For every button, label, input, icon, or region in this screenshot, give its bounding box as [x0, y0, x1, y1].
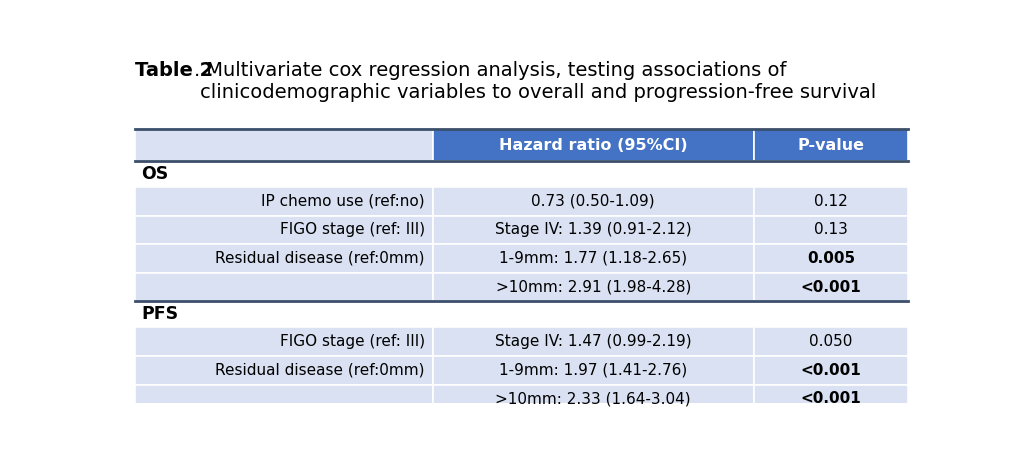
Text: >10mm: 2.33 (1.64-3.04): >10mm: 2.33 (1.64-3.04) — [496, 391, 691, 406]
Bar — [135, 244, 433, 273]
Text: <0.001: <0.001 — [800, 363, 861, 378]
Text: FIGO stage (ref: III): FIGO stage (ref: III) — [280, 334, 425, 349]
Bar — [135, 301, 433, 328]
Bar — [135, 130, 433, 161]
Bar — [135, 161, 433, 187]
Bar — [753, 356, 908, 385]
Text: 0.12: 0.12 — [814, 194, 848, 209]
Text: 0.050: 0.050 — [809, 334, 853, 349]
Text: Residual disease (ref:0mm): Residual disease (ref:0mm) — [216, 363, 425, 378]
Text: 0.13: 0.13 — [814, 222, 848, 237]
Bar — [135, 273, 433, 301]
Text: 1-9mm: 1.97 (1.41-2.76): 1-9mm: 1.97 (1.41-2.76) — [499, 363, 687, 378]
Text: Table 2: Table 2 — [135, 61, 214, 80]
Bar — [753, 216, 908, 244]
Bar — [135, 216, 433, 244]
Text: P-value: P-value — [797, 138, 864, 153]
Bar — [433, 385, 753, 413]
Text: IP chemo use (ref:no): IP chemo use (ref:no) — [262, 194, 425, 209]
Bar — [433, 244, 753, 273]
Text: OS: OS — [142, 165, 169, 183]
Text: <0.001: <0.001 — [800, 280, 861, 294]
Text: 1-9mm: 1.77 (1.18-2.65): 1-9mm: 1.77 (1.18-2.65) — [499, 251, 687, 266]
Text: Stage IV: 1.39 (0.91-2.12): Stage IV: 1.39 (0.91-2.12) — [495, 222, 691, 237]
Text: <0.001: <0.001 — [800, 391, 861, 406]
Bar — [433, 273, 753, 301]
Bar — [753, 273, 908, 301]
Bar — [135, 328, 433, 356]
Bar — [753, 301, 908, 328]
Bar — [753, 187, 908, 216]
Bar — [135, 187, 433, 216]
Bar — [433, 216, 753, 244]
Text: Hazard ratio (95%CI): Hazard ratio (95%CI) — [499, 138, 687, 153]
Text: >10mm: 2.91 (1.98-4.28): >10mm: 2.91 (1.98-4.28) — [496, 280, 691, 294]
Bar — [753, 161, 908, 187]
Bar — [753, 328, 908, 356]
Bar — [753, 130, 908, 161]
Text: 0.005: 0.005 — [807, 251, 855, 266]
Text: 0.73 (0.50-1.09): 0.73 (0.50-1.09) — [531, 194, 655, 209]
Text: Residual disease (ref:0mm): Residual disease (ref:0mm) — [216, 251, 425, 266]
Text: FIGO stage (ref: III): FIGO stage (ref: III) — [280, 222, 425, 237]
Bar — [433, 130, 753, 161]
Bar — [433, 187, 753, 216]
Bar — [753, 244, 908, 273]
Text: .: . — [194, 61, 201, 80]
Bar — [433, 356, 753, 385]
Bar — [135, 356, 433, 385]
Bar — [135, 385, 433, 413]
Text: PFS: PFS — [142, 305, 178, 323]
Text: Multivariate cox regression analysis, testing associations of
clinicodemographic: Multivariate cox regression analysis, te… — [200, 61, 876, 102]
Bar — [433, 301, 753, 328]
Bar — [753, 385, 908, 413]
Bar — [433, 328, 753, 356]
Text: Stage IV: 1.47 (0.99-2.19): Stage IV: 1.47 (0.99-2.19) — [495, 334, 691, 349]
Bar — [433, 161, 753, 187]
